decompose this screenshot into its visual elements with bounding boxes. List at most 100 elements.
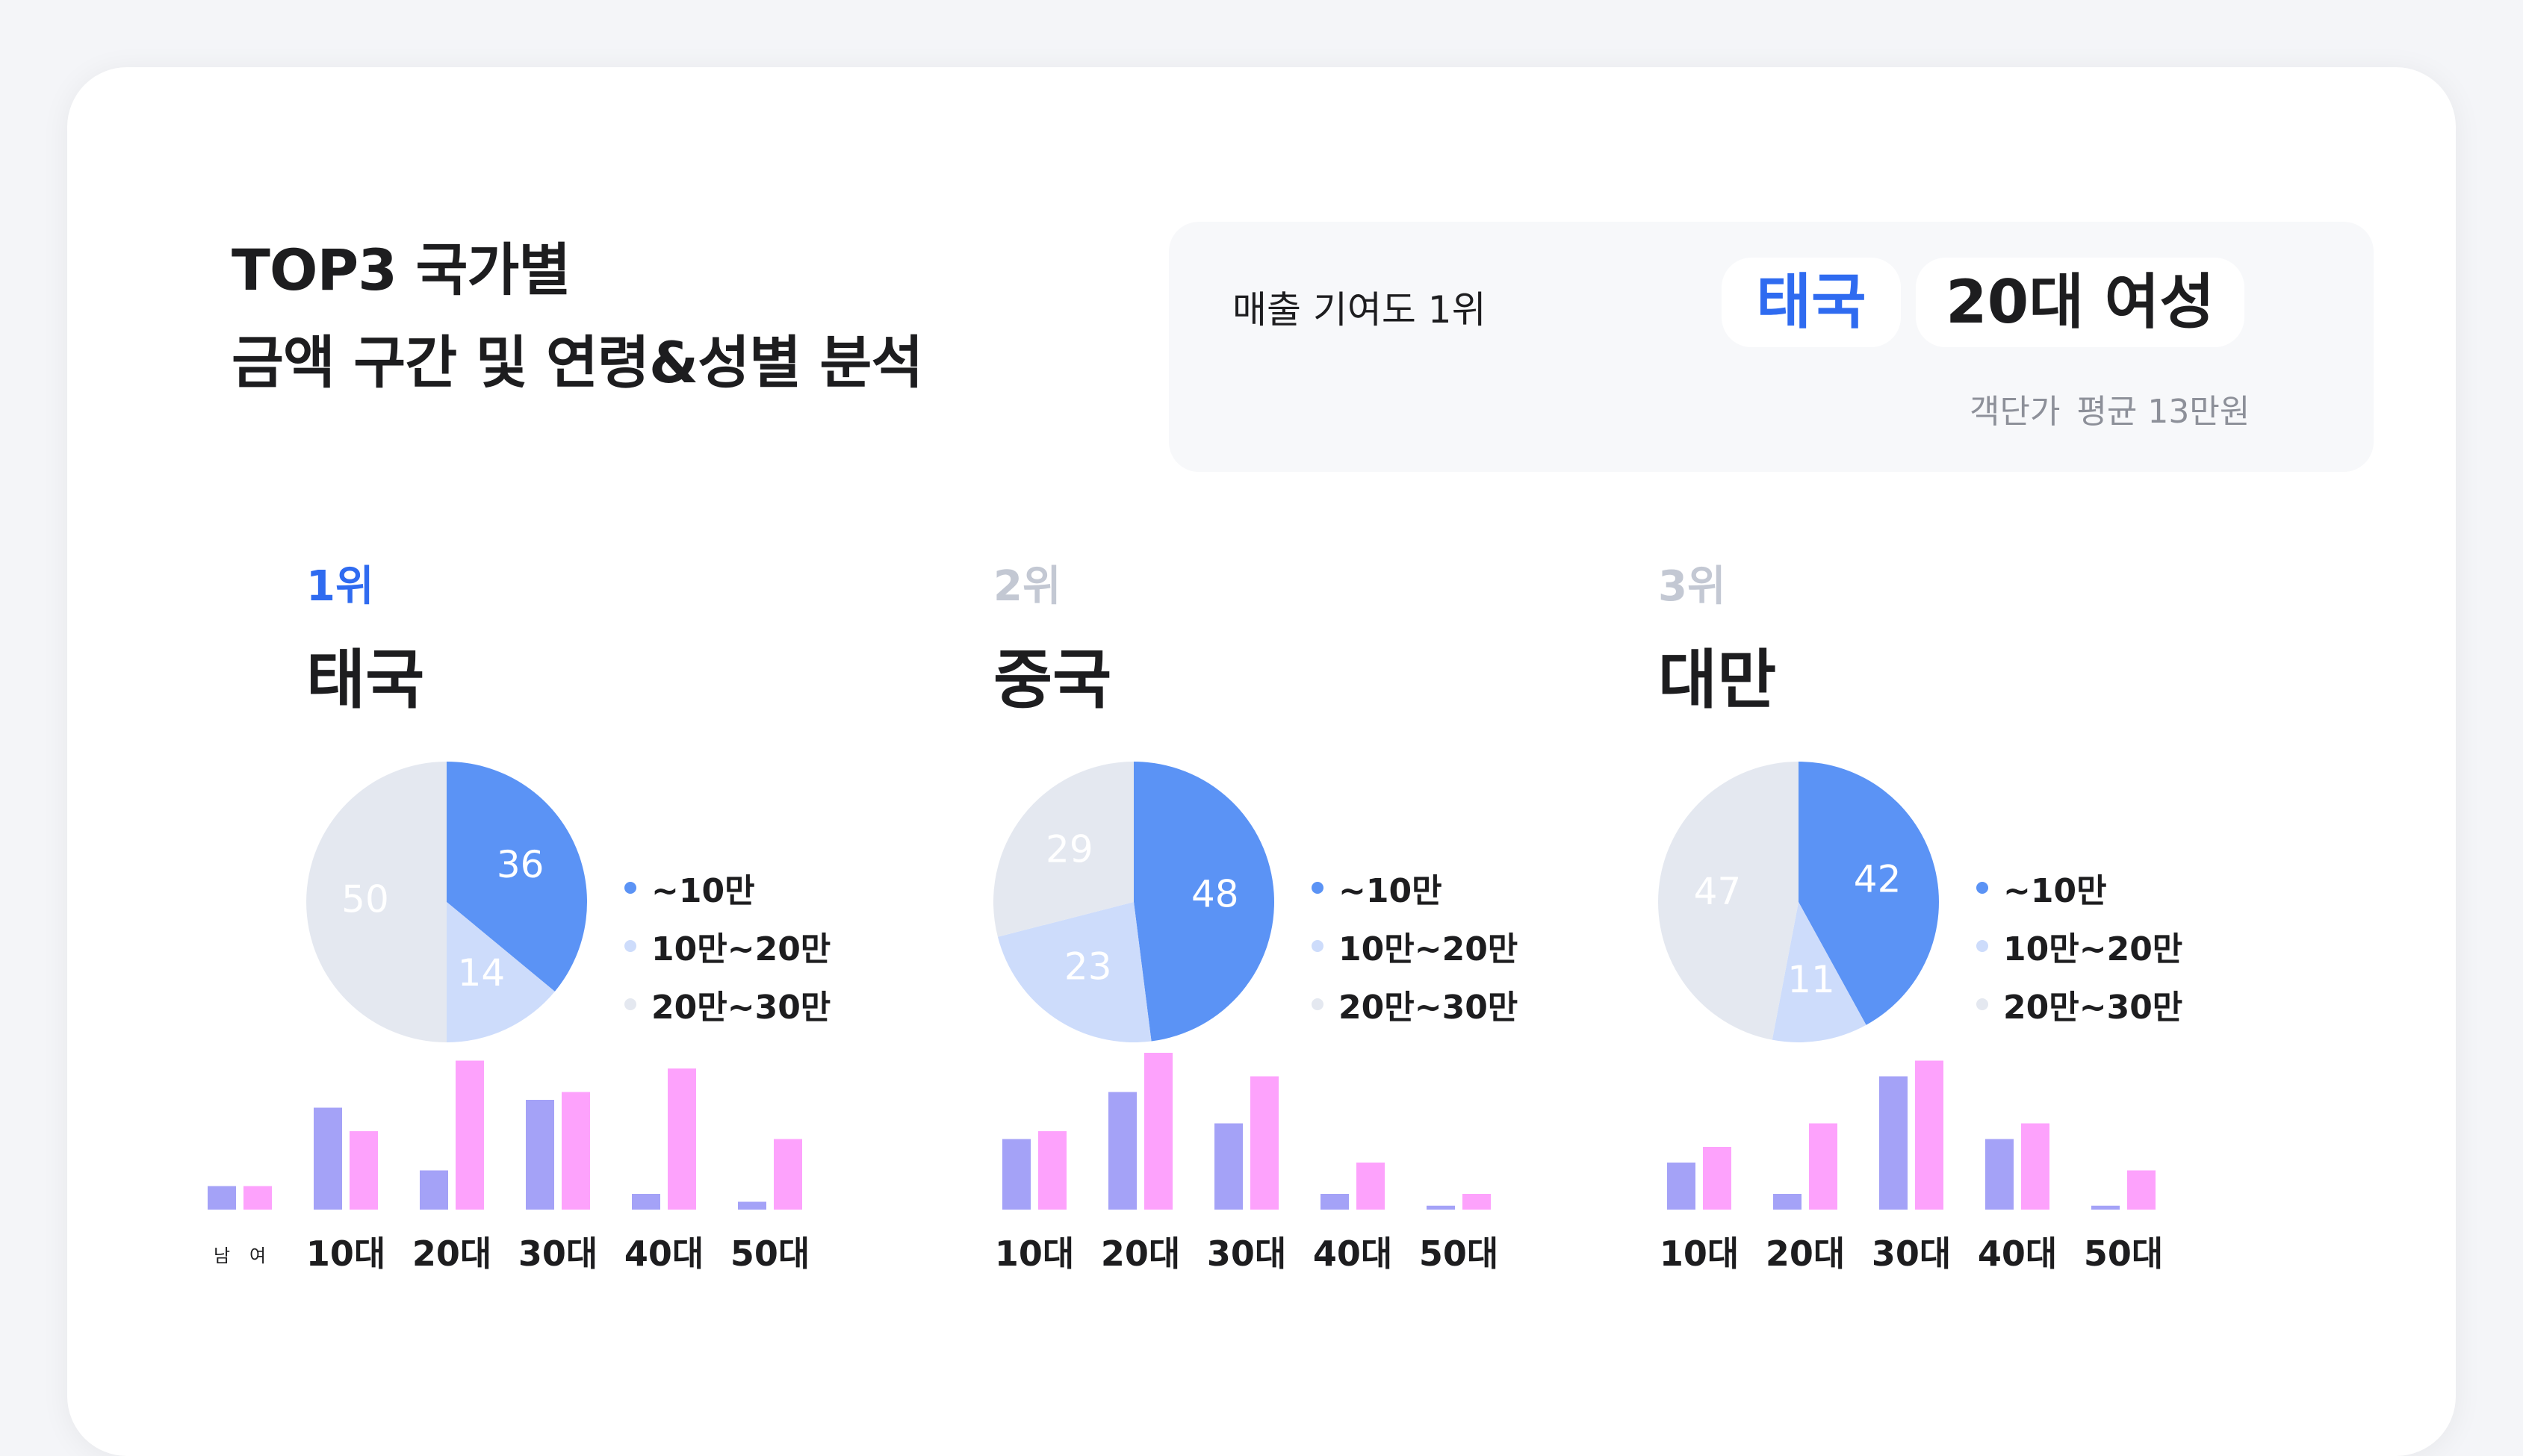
bar-male	[2091, 1205, 2120, 1210]
pie-slice-2	[997, 902, 1152, 1042]
legend-dot	[1312, 940, 1323, 952]
bar-male	[1108, 1092, 1137, 1210]
legend-item: ~10만	[624, 859, 831, 917]
gender-label: 여	[249, 1245, 266, 1266]
bar-category-label: 40대	[1313, 1233, 1392, 1274]
legend-dot	[624, 940, 636, 952]
pie-value-label: 36	[497, 843, 544, 886]
summary-box: 매출 기여도 1위 태국 20대 여성 객단가 평균 13만원	[1169, 222, 2374, 472]
bar-category-label: 10대	[306, 1233, 385, 1274]
legend-item: 20만~30만	[1976, 975, 2182, 1033]
legend-label: 10만~20만	[651, 930, 831, 968]
legend-item: ~10만	[1976, 859, 2182, 917]
pie-slice-2	[1772, 902, 1866, 1042]
bar-male	[420, 1170, 448, 1210]
rank-label: 1위	[306, 562, 374, 611]
bar-category-label: 30대	[1207, 1233, 1286, 1274]
legend-dot	[624, 998, 636, 1010]
bar-category-label: 10대	[1660, 1233, 1739, 1274]
bar-female	[2127, 1170, 2156, 1210]
bar-category-label: 40대	[624, 1233, 704, 1274]
bar-female	[1809, 1123, 1837, 1210]
bar-category-label: 50대	[1419, 1233, 1498, 1274]
legend-item: 20만~30만	[624, 975, 831, 1033]
bar-male	[208, 1186, 236, 1210]
pie-slice-3	[993, 762, 1134, 937]
bar-category-label: 30대	[518, 1233, 598, 1274]
bar-category-label: 50대	[730, 1233, 810, 1274]
legend-label: 20만~30만	[2003, 989, 2183, 1027]
pie-chart: 42 11 47	[1658, 762, 1939, 1042]
pie-legend: ~10만 10만~20만 20만~30만	[1312, 859, 1518, 1033]
legend-dot	[1976, 998, 1988, 1010]
legend-label: 10만~20만	[2003, 930, 2183, 968]
pie-value-label: 48	[1191, 873, 1239, 916]
legend-item: 10만~20만	[624, 917, 831, 975]
country-name: 태국	[306, 643, 425, 718]
bar-category-label: 20대	[412, 1233, 491, 1274]
bar-category-label: 20대	[1766, 1233, 1845, 1274]
legend-dot	[1976, 882, 1988, 894]
country-name: 중국	[993, 643, 1112, 718]
title-line-2: 금액 구간 및 연령&성별 분석	[232, 329, 923, 396]
pie-chart: 48 23 29	[993, 762, 1274, 1042]
summary-country: 태국	[1722, 258, 1901, 347]
legend-item: ~10만	[1312, 859, 1518, 917]
bar-category-label: 50대	[2084, 1233, 2163, 1274]
legend-dot	[1312, 998, 1323, 1010]
bar-male	[526, 1100, 554, 1210]
bar-female	[456, 1060, 484, 1210]
pie-chart: 36 14 50	[306, 762, 587, 1042]
bar-male	[1985, 1139, 2014, 1210]
bar-female	[1356, 1163, 1385, 1210]
bar-female	[1250, 1076, 1279, 1210]
pie-value-label: 42	[1854, 857, 1902, 900]
bar-chart: 10대 20대 30대 40대 50대	[1660, 1060, 2163, 1274]
bar-male	[632, 1194, 660, 1210]
legend-label: 20만~30만	[1338, 989, 1518, 1027]
bar-male	[738, 1201, 766, 1210]
legend-label: ~10만	[1338, 872, 1442, 910]
bar-female	[1462, 1194, 1491, 1210]
pie-slice-3	[306, 762, 447, 1042]
bar-category-label: 40대	[1978, 1233, 2057, 1274]
pie-value-label: 23	[1064, 945, 1112, 989]
bar-female	[562, 1092, 590, 1210]
bar-female	[243, 1186, 272, 1210]
bar-category-label: 10대	[995, 1233, 1074, 1274]
bar-male	[1773, 1194, 1802, 1210]
pie-slice-1	[1134, 762, 1274, 1042]
pie-value-label: 29	[1046, 828, 1093, 871]
bar-chart: 남 여 10대 20대 30대 40대 50대	[208, 1060, 810, 1274]
country-panel-1: 1위 태국 36 14 50 ~10만 10만~20만 20만~30만 남 여 10대 20대 30대 4…	[202, 545, 874, 1322]
legend-dot	[1976, 940, 1988, 952]
country-panel-3: 3위 대만 42 11 47 ~10만 10만~20만 20만~30만 10대 20대 30대 40대…	[1658, 545, 2330, 1322]
bar-chart: 10대 20대 30대 40대 50대	[995, 1053, 1498, 1274]
pie-value-label: 11	[1787, 958, 1835, 1001]
bar-female	[1915, 1060, 1943, 1210]
country-name: 대만	[1658, 643, 1777, 718]
rank-label: 2위	[993, 562, 1061, 611]
bar-female	[1144, 1053, 1173, 1210]
pie-value-label: 47	[1694, 870, 1742, 913]
bar-male	[314, 1107, 342, 1210]
bar-female	[1703, 1147, 1731, 1210]
summary-sub: 객단가 평균 13만원	[1953, 385, 2250, 432]
legend-dot	[1312, 882, 1323, 894]
title-line-1: TOP3 국가별	[232, 237, 571, 303]
legend-label: ~10만	[651, 872, 755, 910]
page-title: TOP3 국가별 금액 구간 및 연령&성별 분석	[232, 224, 923, 409]
bar-female	[2021, 1123, 2049, 1210]
legend-label: ~10만	[2003, 872, 2107, 910]
bar-female	[350, 1131, 378, 1210]
country-panel-2: 2위 중국 48 23 29 ~10만 10만~20만 20만~30만 10대 20대 30대 40대…	[993, 545, 1666, 1322]
summary-sub-label: 객단가	[1970, 393, 2061, 431]
pie-value-label: 50	[341, 878, 389, 921]
bar-male	[1321, 1194, 1349, 1210]
legend-item: 20만~30만	[1312, 975, 1518, 1033]
bar-female	[1038, 1131, 1067, 1210]
legend-dot	[624, 882, 636, 894]
legend-label: 10만~20만	[1338, 930, 1518, 968]
pie-legend: ~10만 10만~20만 20만~30만	[624, 859, 831, 1033]
bar-male	[1879, 1076, 1908, 1210]
